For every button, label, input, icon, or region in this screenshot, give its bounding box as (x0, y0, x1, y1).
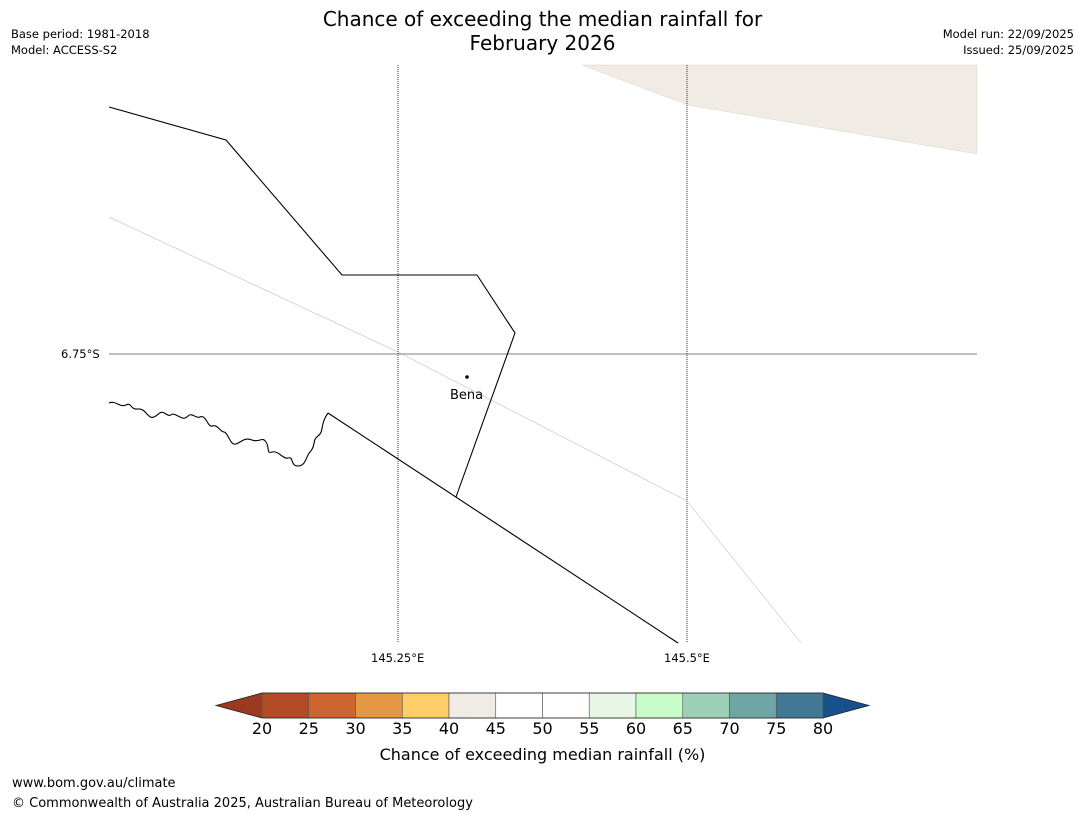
model-run: Model run: 22/09/2025 (942, 27, 1074, 41)
title-line-2: February 2026 (469, 31, 616, 55)
meta-right: Model run: 22/09/2025 Issued: 25/09/2025 (943, 26, 1074, 58)
colorbar-tick-label: 75 (766, 719, 787, 738)
colorbar-bin (588, 692, 637, 719)
colorbar-bin (261, 692, 310, 719)
meta-left: Base period: 1981-2018 Model: ACCESS-S2 (11, 26, 150, 58)
chart-title: Chance of exceeding the median rainfall … (0, 7, 1085, 55)
town-marker (465, 375, 469, 379)
colorbar-bin (355, 692, 403, 719)
colorbar (214, 692, 871, 719)
colorbar-bin (635, 692, 684, 719)
colorbar-bin (495, 692, 543, 719)
colorbar-tick-label: 55 (579, 719, 600, 738)
issued-date: Issued: 25/09/2025 (963, 43, 1074, 57)
forecast-shade-region (581, 64, 978, 155)
footer-copyright: © Commonwealth of Australia 2025, Austra… (12, 796, 473, 811)
colorbar-label: Chance of exceeding median rainfall (%) (379, 745, 706, 764)
colorbar-over-arrow (823, 693, 869, 718)
colorbar-tick-label: 65 (672, 719, 693, 738)
colorbar-tick-label: 70 (719, 719, 740, 738)
colorbar-bin (542, 692, 590, 719)
footer-url[interactable]: www.bom.gov.au/climate (12, 776, 176, 791)
colorbar-tick-label: 50 (532, 719, 553, 738)
colorbar-bin (729, 692, 777, 719)
colorbar-tick-label: 30 (345, 719, 366, 738)
colorbar-outline (214, 692, 871, 719)
title-line-1: Chance of exceeding the median rainfall … (322, 7, 763, 31)
lon-label-145-25: 145.25°E (371, 651, 425, 665)
colorbar-tick-label: 80 (812, 719, 834, 738)
colorbar-bin (682, 692, 730, 719)
colorbar-tick-label: 35 (392, 719, 413, 738)
colorbar-tick-label: 60 (625, 719, 647, 738)
lon-label-145-5: 145.5°E (664, 651, 710, 665)
district-boundary (108, 106, 516, 498)
colorbar-tick-label: 45 (485, 719, 506, 738)
town-label: Bena (450, 388, 484, 403)
minor-line (108, 216, 802, 644)
river-line (108, 401, 329, 467)
model-name: Model: ACCESS-S2 (11, 43, 118, 57)
colorbar-bin (775, 692, 824, 719)
lat-label: 6.75°S (61, 347, 100, 361)
colorbar-bin (448, 692, 497, 719)
colorbar-bin (401, 692, 450, 719)
colorbar-bin (308, 692, 356, 719)
colorbar-tick-label: 20 (251, 719, 273, 738)
colorbar-under-arrow (216, 693, 262, 718)
district-boundary-south (327, 412, 679, 644)
colorbar-tick-label: 40 (438, 719, 460, 738)
base-period: Base period: 1981-2018 (11, 27, 150, 41)
colorbar-tick-label: 25 (298, 719, 319, 738)
